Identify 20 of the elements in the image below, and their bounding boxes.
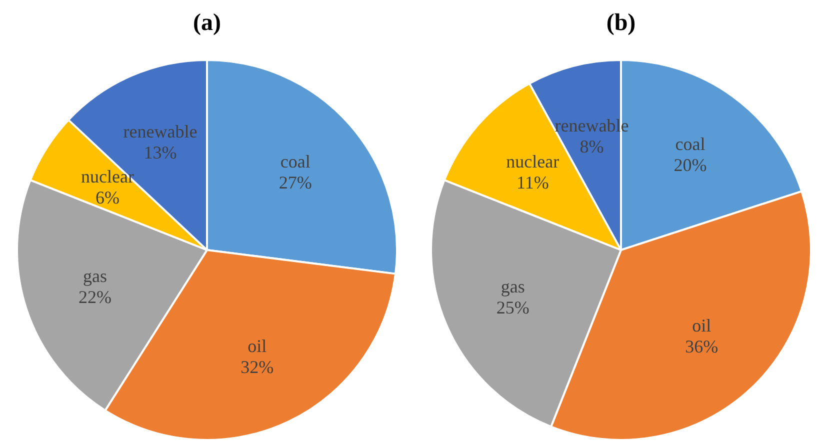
slice-label: coal: [280, 152, 310, 172]
data-label: 22%: [78, 286, 112, 307]
slice-label: gas: [500, 276, 525, 296]
slice-label: gas: [82, 266, 107, 286]
data-label: 36%: [685, 336, 718, 356]
data-label: 20%: [674, 155, 707, 176]
slice-label: coal: [675, 134, 706, 154]
data-label: 32%: [240, 357, 274, 378]
slice-label: nuclear: [506, 152, 560, 172]
data-label: 6%: [96, 187, 120, 208]
data-label: 8%: [580, 136, 604, 156]
data-label: 13%: [144, 142, 177, 162]
data-label: 11%: [516, 172, 549, 193]
data-label: 27%: [278, 172, 312, 193]
slice-label: renewable: [123, 121, 198, 142]
data-label: 25%: [496, 297, 530, 318]
chart-title: (a): [193, 10, 221, 36]
slice-label: oil: [692, 315, 712, 336]
chart-title: (b): [606, 10, 636, 36]
slice-label: oil: [248, 336, 267, 356]
